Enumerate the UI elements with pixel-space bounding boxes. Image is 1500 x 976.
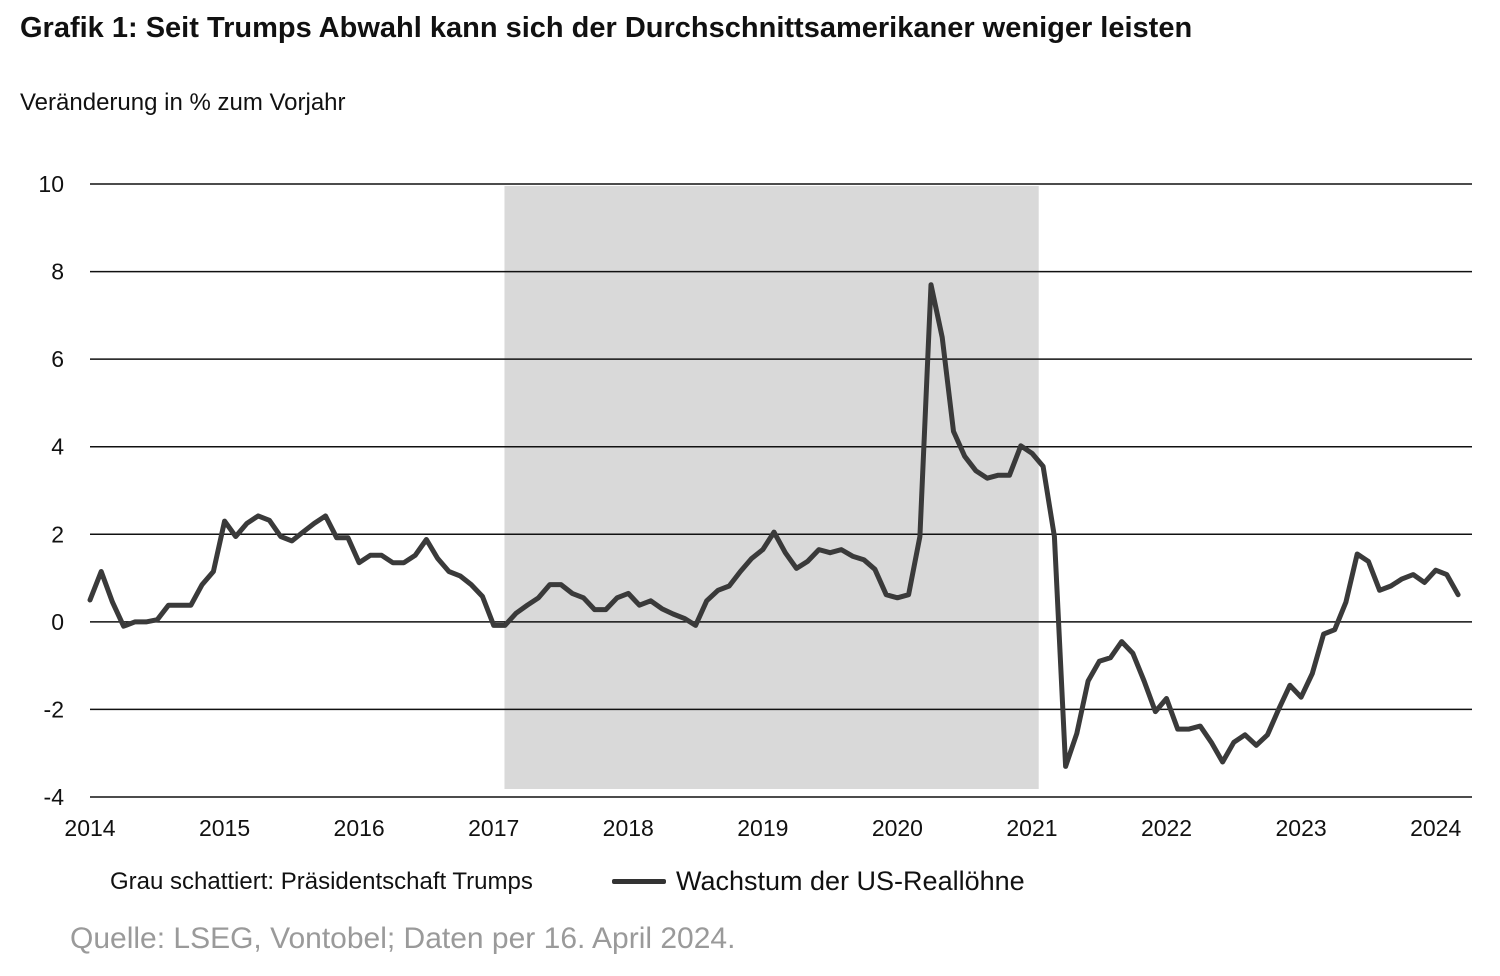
trump-presidency-shading [504, 186, 1039, 789]
y-tick-label: 10 [38, 171, 64, 197]
legend-shading-label: Grau schattiert: Präsidentschaft Trumps [110, 868, 533, 895]
gridlines [90, 183, 1472, 798]
y-axis-ticks: 10 8 6 4 2 0 -2 -4 [38, 171, 64, 810]
y-tick-label: -2 [44, 696, 64, 722]
x-tick-label: 2021 [1006, 815, 1057, 841]
x-tick-label: 2019 [737, 815, 788, 841]
x-tick-label: 2020 [872, 815, 923, 841]
x-tick-label: 2016 [334, 815, 385, 841]
x-tick-label: 2017 [468, 815, 519, 841]
y-axis-label: Veränderung in % zum Vorjahr [20, 89, 346, 116]
x-tick-label: 2015 [199, 815, 250, 841]
x-tick-label: 2024 [1410, 815, 1461, 841]
x-tick-label: 2014 [64, 815, 115, 841]
y-tick-label: 0 [51, 609, 64, 635]
y-tick-label: -4 [44, 784, 65, 810]
x-tick-label: 2023 [1276, 815, 1327, 841]
x-tick-label: 2018 [603, 815, 654, 841]
y-tick-label: 4 [51, 434, 64, 460]
y-tick-label: 2 [51, 521, 64, 547]
y-tick-label: 8 [51, 259, 64, 285]
source-note: Quelle: LSEG, Vontobel; Daten per 16. Ap… [70, 922, 736, 955]
series-line-real-wages [87, 282, 1461, 769]
legend-series-label: Wachstum der US-Reallöhne [676, 866, 1025, 896]
x-tick-label: 2022 [1141, 815, 1192, 841]
y-tick-label: 6 [51, 346, 64, 372]
x-axis-ticks: 2014 2015 2016 2017 2018 2019 2020 2021 2022 2023… [64, 815, 1461, 841]
chart-title: Grafik 1: Seit Trumps Abwahl kann sich d… [20, 12, 1193, 44]
legend-series: Wachstum der US-Reallöhne [612, 866, 1025, 897]
legend-line-swatch [612, 879, 666, 884]
